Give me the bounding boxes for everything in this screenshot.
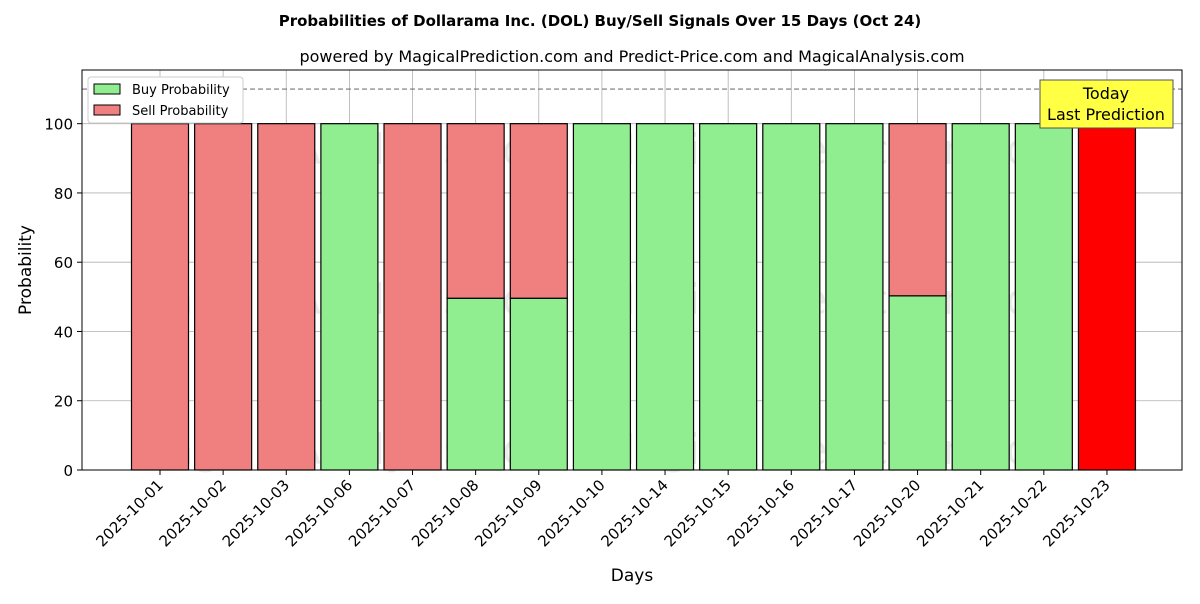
x-tick-label: 2025-10-08 (408, 476, 482, 550)
x-tick-label: 2025-10-02 (156, 476, 230, 550)
sell-bar-2025-10-20 (888, 123, 947, 297)
plot-frame (81, 69, 1183, 471)
buy-bar-2025-10-22 (1014, 123, 1073, 471)
x-tick-label: 2025-10-01 (92, 476, 166, 550)
x-tick-label: 2025-10-20 (850, 476, 924, 550)
x-tick-label: 2025-10-21 (913, 476, 987, 550)
chart-title: Probabilities of Dollarama Inc. (DOL) Bu… (279, 12, 922, 30)
x-tick-label: 2025-10-17 (787, 476, 861, 550)
x-tick-label: 2025-10-22 (976, 476, 1050, 550)
sell-bar-2025-10-09 (509, 123, 568, 299)
y-tick-label: 100 (44, 116, 73, 134)
today-label: Today (1082, 84, 1129, 103)
y-tick-label: 60 (54, 254, 73, 272)
x-tick-label: 2025-10-23 (1039, 476, 1113, 550)
x-tick-label: 2025-10-16 (724, 476, 798, 550)
legend-label-sell: Sell Probability (132, 104, 229, 119)
buy-bar-2025-10-10 (572, 123, 632, 471)
y-tick-label: 20 (54, 393, 73, 411)
x-tick-label: 2025-10-15 (661, 476, 735, 550)
x-tick-label: 2025-10-06 (282, 476, 356, 550)
sell-bar-2025-10-08 (446, 123, 505, 299)
x-tick-label: 2025-10-07 (345, 476, 419, 550)
y-tick-label: 80 (54, 185, 73, 203)
chart-subtitle: powered by MagicalPrediction.com and Pre… (299, 47, 964, 66)
sell-bar-2025-10-07 (383, 123, 442, 471)
buy-bar-2025-10-21 (951, 123, 1010, 471)
buy-bar-2025-10-16 (762, 123, 821, 471)
sell-bar-2025-10-03 (257, 123, 316, 471)
legend-swatch-buy (93, 83, 121, 95)
sell-bar-2025-10-23 (1077, 123, 1137, 471)
buy-bar-2025-10-09 (509, 297, 568, 471)
legend-swatch-sell (93, 104, 121, 116)
legend: Buy Probability Sell Probability (87, 76, 244, 124)
sell-bar-2025-10-01 (130, 123, 190, 471)
buy-bar-2025-10-17 (825, 123, 884, 471)
x-tick-label: 2025-10-10 (534, 476, 608, 550)
x-axis-label: Days (611, 566, 654, 586)
y-tick-label: 0 (63, 462, 73, 480)
buy-bar-2025-10-14 (635, 123, 695, 471)
sell-bar-2025-10-02 (194, 123, 253, 471)
buy-bar-2025-10-08 (446, 297, 505, 471)
last-prediction-label: Last Prediction (1047, 105, 1165, 124)
legend-label-buy: Buy Probability (132, 83, 230, 98)
y-axis-label: Probability (16, 225, 36, 315)
buy-bar-2025-10-06 (320, 123, 379, 471)
x-tick-label: 2025-10-14 (597, 476, 671, 550)
x-tick-label: 2025-10-03 (219, 476, 293, 550)
x-tick-label: 2025-10-09 (471, 476, 545, 550)
buy-bar-2025-10-15 (699, 123, 758, 471)
y-tick-label: 40 (54, 323, 73, 341)
today-annotation: Today Last Prediction (1039, 79, 1174, 129)
buy-bar-2025-10-20 (888, 295, 947, 471)
